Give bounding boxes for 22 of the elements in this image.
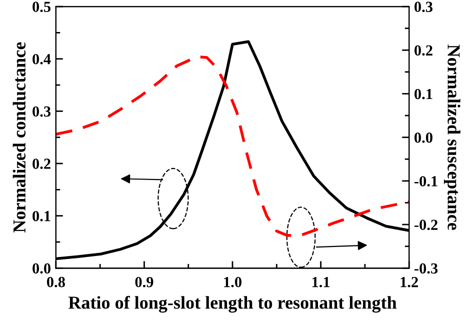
x-axis-title: Ratio of long-slot length to resonant length (68, 296, 397, 313)
x-tick-label: 0.8 (46, 276, 65, 288)
y2-tick-label: 0.3 (414, 2, 432, 12)
y2-axis-title: Normalized susceptance (444, 44, 460, 230)
y-tick-label: 0.4 (32, 54, 51, 64)
y-tick-label: 0.2 (32, 158, 50, 170)
line-series (56, 55, 410, 237)
y2-tick-label: -0.3 (414, 263, 438, 274)
y2-tick-label: -0.1 (414, 176, 438, 186)
y2-tick-label: 0.0 (414, 132, 432, 143)
y2-tick-label: 0.2 (414, 45, 432, 56)
y-tick-label: 0.3 (32, 106, 51, 117)
x-tick-label: 1.1 (312, 276, 330, 288)
x-tick-label: 1.2 (400, 276, 418, 288)
x-tick-label: 0.9 (135, 276, 154, 288)
y-axis-title: Normalized conductance (12, 42, 26, 233)
y2-tick-label: -0.2 (414, 220, 438, 230)
x-tick-label: 1.0 (224, 276, 242, 288)
y-tick-label: 0.1 (32, 210, 50, 222)
y-tick-label: 0.0 (32, 263, 50, 274)
y-tick-label: 0.5 (32, 2, 51, 12)
y2-tick-label: 0.1 (414, 88, 432, 100)
